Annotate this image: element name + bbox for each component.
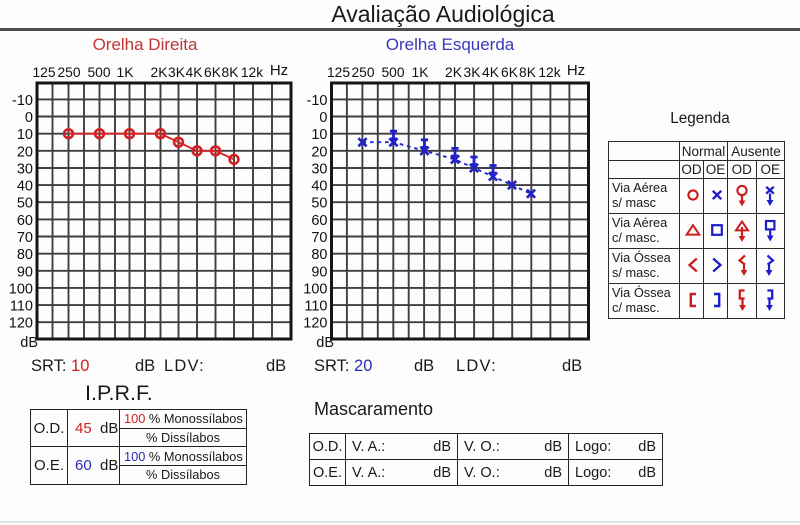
svg-text:100: 100: [9, 281, 33, 297]
svg-text:2K: 2K: [445, 65, 463, 80]
svg-text:80: 80: [311, 247, 327, 263]
svg-text:110: 110: [10, 299, 33, 315]
svg-text:4K: 4K: [482, 65, 500, 80]
svg-text:250: 250: [351, 65, 374, 80]
svg-text:50: 50: [311, 196, 327, 212]
svg-text:Hz: Hz: [270, 62, 288, 79]
svg-text:10: 10: [17, 127, 33, 143]
svg-text:50: 50: [17, 196, 33, 212]
svg-text:120: 120: [303, 316, 327, 332]
svg-text:-10: -10: [12, 93, 33, 109]
svg-text:Hz: Hz: [567, 62, 585, 79]
svg-text:8K: 8K: [519, 65, 537, 80]
svg-text:1K: 1K: [412, 65, 430, 80]
svg-text:6K: 6K: [204, 65, 222, 80]
svg-text:70: 70: [311, 230, 327, 246]
svg-text:12k: 12k: [538, 65, 560, 80]
svg-text:250: 250: [57, 65, 80, 80]
svg-text:dB: dB: [316, 335, 334, 351]
svg-text:1K: 1K: [117, 65, 135, 80]
svg-text:40: 40: [17, 179, 33, 195]
svg-text:3K: 3K: [168, 65, 186, 80]
svg-text:110: 110: [304, 299, 327, 315]
svg-text:30: 30: [311, 162, 327, 178]
svg-text:2K: 2K: [151, 65, 169, 80]
svg-text:70: 70: [17, 230, 33, 246]
svg-text:-10: -10: [307, 93, 328, 109]
svg-text:12k: 12k: [241, 65, 263, 80]
svg-text:6K: 6K: [501, 65, 519, 80]
svg-text:0: 0: [319, 110, 327, 126]
svg-text:20: 20: [311, 144, 327, 160]
svg-text:125: 125: [327, 65, 350, 80]
svg-text:60: 60: [311, 213, 327, 229]
svg-text:3K: 3K: [464, 65, 482, 80]
svg-text:0: 0: [25, 110, 33, 126]
svg-text:40: 40: [311, 179, 327, 195]
svg-text:120: 120: [9, 316, 33, 332]
svg-text:dB: dB: [20, 335, 38, 351]
svg-text:500: 500: [87, 65, 110, 80]
svg-text:10: 10: [311, 127, 327, 143]
svg-text:60: 60: [17, 213, 33, 229]
svg-text:90: 90: [17, 264, 33, 280]
svg-text:30: 30: [17, 162, 33, 178]
svg-text:500: 500: [381, 65, 404, 80]
svg-text:20: 20: [17, 144, 33, 160]
svg-text:4K: 4K: [186, 65, 204, 80]
svg-text:125: 125: [32, 65, 55, 80]
svg-text:100: 100: [303, 281, 327, 297]
svg-text:90: 90: [311, 264, 327, 280]
svg-text:8K: 8K: [222, 65, 240, 80]
svg-text:80: 80: [17, 247, 33, 263]
